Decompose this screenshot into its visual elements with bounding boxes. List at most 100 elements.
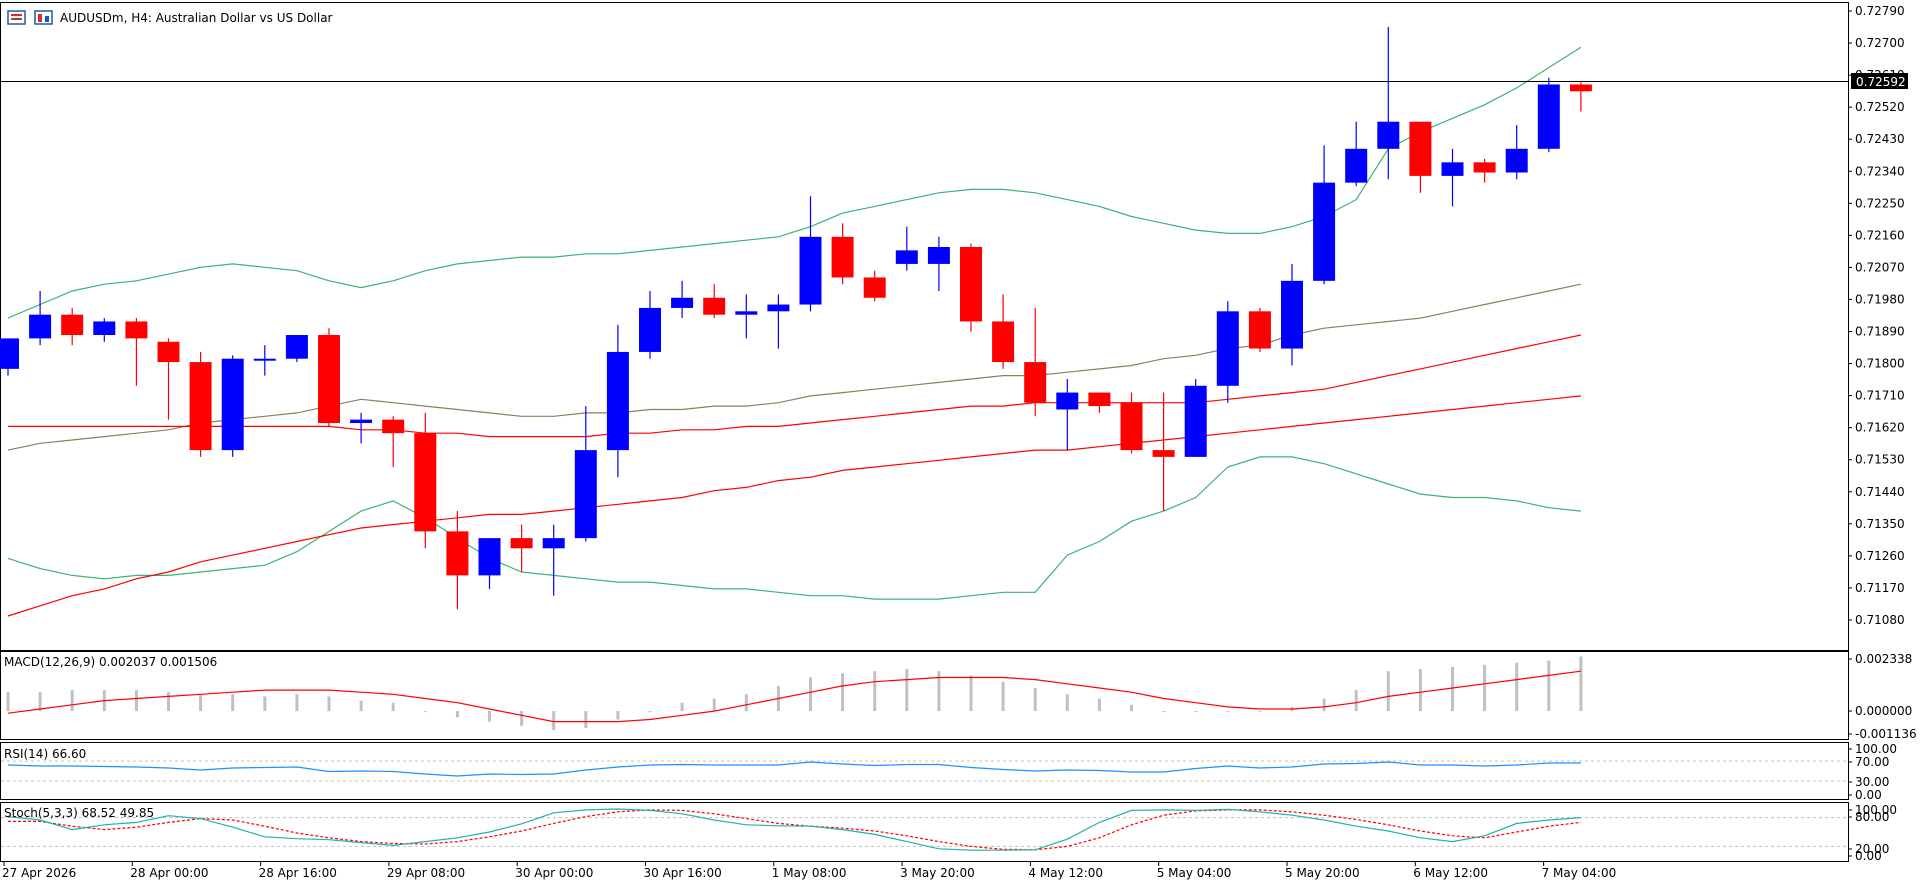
candle (1441, 148, 1464, 207)
macd-histogram-bar (841, 673, 845, 712)
bb-lower-line (7, 456, 1581, 600)
macd-histogram-bar (231, 694, 235, 712)
macd-histogram-bar (616, 711, 620, 720)
stoch-label: Stoch(5,3,3) 68.52 49.85 (4, 806, 154, 820)
macd-histogram-bar (1579, 656, 1583, 712)
macd-histogram-bar (809, 677, 812, 712)
macd-histogram-bar (1322, 698, 1326, 712)
macd-histogram-bar (1354, 690, 1358, 712)
macd-histogram-bar (327, 696, 331, 712)
candle (61, 307, 84, 346)
macd-histogram-bar (1033, 688, 1037, 712)
ma-slow-line (7, 395, 1581, 617)
macd-histogram-bar (1001, 681, 1005, 712)
candle-body (478, 538, 501, 576)
macd-histogram-bar (937, 671, 941, 712)
macd-histogram-bar (263, 696, 267, 712)
candle-body (1537, 84, 1560, 149)
macd-histogram-bar (295, 694, 299, 712)
candle (446, 511, 469, 610)
candle-body (735, 311, 758, 315)
price-tick-label: 0.72520 (1855, 100, 1905, 114)
candle-body (253, 358, 276, 361)
candle (1537, 77, 1560, 153)
rsi-tick-label: 30.00 (1855, 775, 1889, 789)
candle (671, 280, 694, 319)
price-tick-label: 0.71890 (1855, 325, 1905, 339)
candle (1505, 125, 1528, 180)
candle-body (1441, 162, 1464, 176)
macd-histogram-bar (744, 694, 748, 712)
rsi-panel (0, 742, 1849, 800)
time-tick-label: 30 Apr 00:00 (515, 866, 593, 880)
macd-histogram-bar (969, 675, 973, 712)
time-tick-label: 7 May 04:00 (1542, 866, 1617, 880)
candle-body (1024, 362, 1047, 403)
candle (414, 412, 437, 549)
macd-histogram-bar (1194, 711, 1198, 713)
macd-tick-label: -0.001136 (1855, 727, 1917, 741)
candle (863, 270, 886, 302)
macd-histogram-bar (70, 690, 74, 712)
time-axis: 27 Apr 2026 28 Apr 00:00 28 Apr 16:00 29 Ap… (2, 862, 1616, 880)
candle-body (1281, 280, 1303, 349)
candle (1377, 26, 1400, 180)
chart-properties-icon[interactable] (34, 10, 53, 25)
price-tick-label: 0.71440 (1855, 485, 1905, 499)
candle (285, 335, 308, 363)
chart-window-icon[interactable] (7, 10, 26, 25)
time-tick-label: 1 May 08:00 (772, 866, 847, 880)
price-tick-label: 0.71260 (1855, 549, 1905, 563)
candle (350, 412, 373, 444)
macd-histogram-bar (1451, 667, 1454, 712)
macd-histogram-bar (38, 692, 42, 712)
macd-histogram-bar (1547, 660, 1551, 712)
candle (799, 196, 822, 312)
candle (253, 345, 276, 376)
macd-histogram-bar (648, 711, 652, 713)
candle (574, 406, 597, 542)
candle-body (414, 433, 437, 532)
candle-body (574, 450, 597, 539)
candle-body (1056, 392, 1079, 410)
candle (318, 328, 340, 427)
macd-histogram-bar (455, 711, 459, 718)
bb-upper-line (7, 46, 1582, 319)
price-tick-label: 0.72430 (1855, 132, 1905, 146)
candle (157, 338, 180, 420)
candle (221, 355, 244, 457)
candle-body (1473, 162, 1496, 173)
rsi-label: RSI(14) 66.60 (4, 747, 86, 761)
ma-mid-line (8, 334, 1582, 438)
macd-histogram-bar (712, 698, 716, 712)
candle-body (1184, 385, 1207, 457)
candle (1184, 379, 1207, 457)
stoch-signal-line (8, 809, 1581, 851)
candle (1088, 392, 1111, 413)
candle (960, 243, 982, 332)
candle-body (639, 307, 661, 352)
candle-body (703, 297, 726, 315)
time-tick-label: 30 Apr 16:00 (644, 866, 722, 880)
candle (1120, 392, 1143, 454)
macd-histogram-bar (359, 700, 363, 712)
stoch-tick-label: 0.00 (1855, 849, 1882, 863)
candle-body (1088, 392, 1111, 407)
ma-fast-line (7, 283, 1582, 451)
macd-histogram-bar (1418, 669, 1422, 712)
price-tick-label: 0.71080 (1855, 613, 1905, 627)
stoch-main-line (7, 808, 1581, 851)
candle (510, 524, 533, 572)
candle (703, 284, 726, 319)
candle (1409, 121, 1432, 193)
candle-body (1248, 311, 1271, 349)
candle-body (960, 246, 982, 322)
macd-histogram-bar (873, 671, 877, 712)
bollinger-bands (7, 46, 1582, 600)
candle-body (510, 538, 533, 549)
candle-body (1409, 121, 1432, 176)
macd-histogram-bar (905, 669, 909, 712)
